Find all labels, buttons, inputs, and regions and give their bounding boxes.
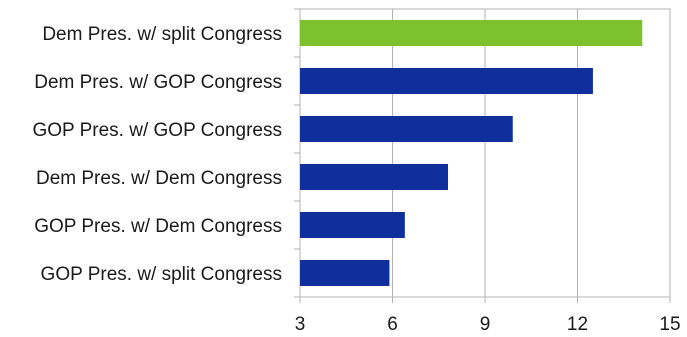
bar xyxy=(300,260,390,286)
bar xyxy=(300,20,643,46)
category-label: GOP Pres. w/ GOP Congress xyxy=(32,120,282,141)
category-label: Dem Pres. w/ GOP Congress xyxy=(34,72,282,93)
category-label: Dem Pres. w/ split Congress xyxy=(42,24,282,45)
bar xyxy=(300,116,513,142)
x-tick-label: 9 xyxy=(480,314,491,335)
gridlines xyxy=(392,9,578,297)
x-tick-label: 15 xyxy=(659,314,680,335)
x-axis: 3 6 9 12 15 xyxy=(294,8,681,335)
category-label: GOP Pres. w/ Dem Congress xyxy=(34,216,282,237)
bar xyxy=(300,164,448,190)
category-label: Dem Pres. w/ Dem Congress xyxy=(36,168,282,189)
bar xyxy=(300,68,593,94)
bars xyxy=(300,20,643,286)
category-label: GOP Pres. w/ split Congress xyxy=(41,264,282,285)
x-tick-label: 12 xyxy=(567,314,588,335)
bar xyxy=(300,212,405,238)
category-labels: Dem Pres. w/ split Congress Dem Pres. w/ … xyxy=(32,24,282,285)
x-tick-label: 6 xyxy=(387,314,398,335)
x-tick-label: 3 xyxy=(295,314,306,335)
